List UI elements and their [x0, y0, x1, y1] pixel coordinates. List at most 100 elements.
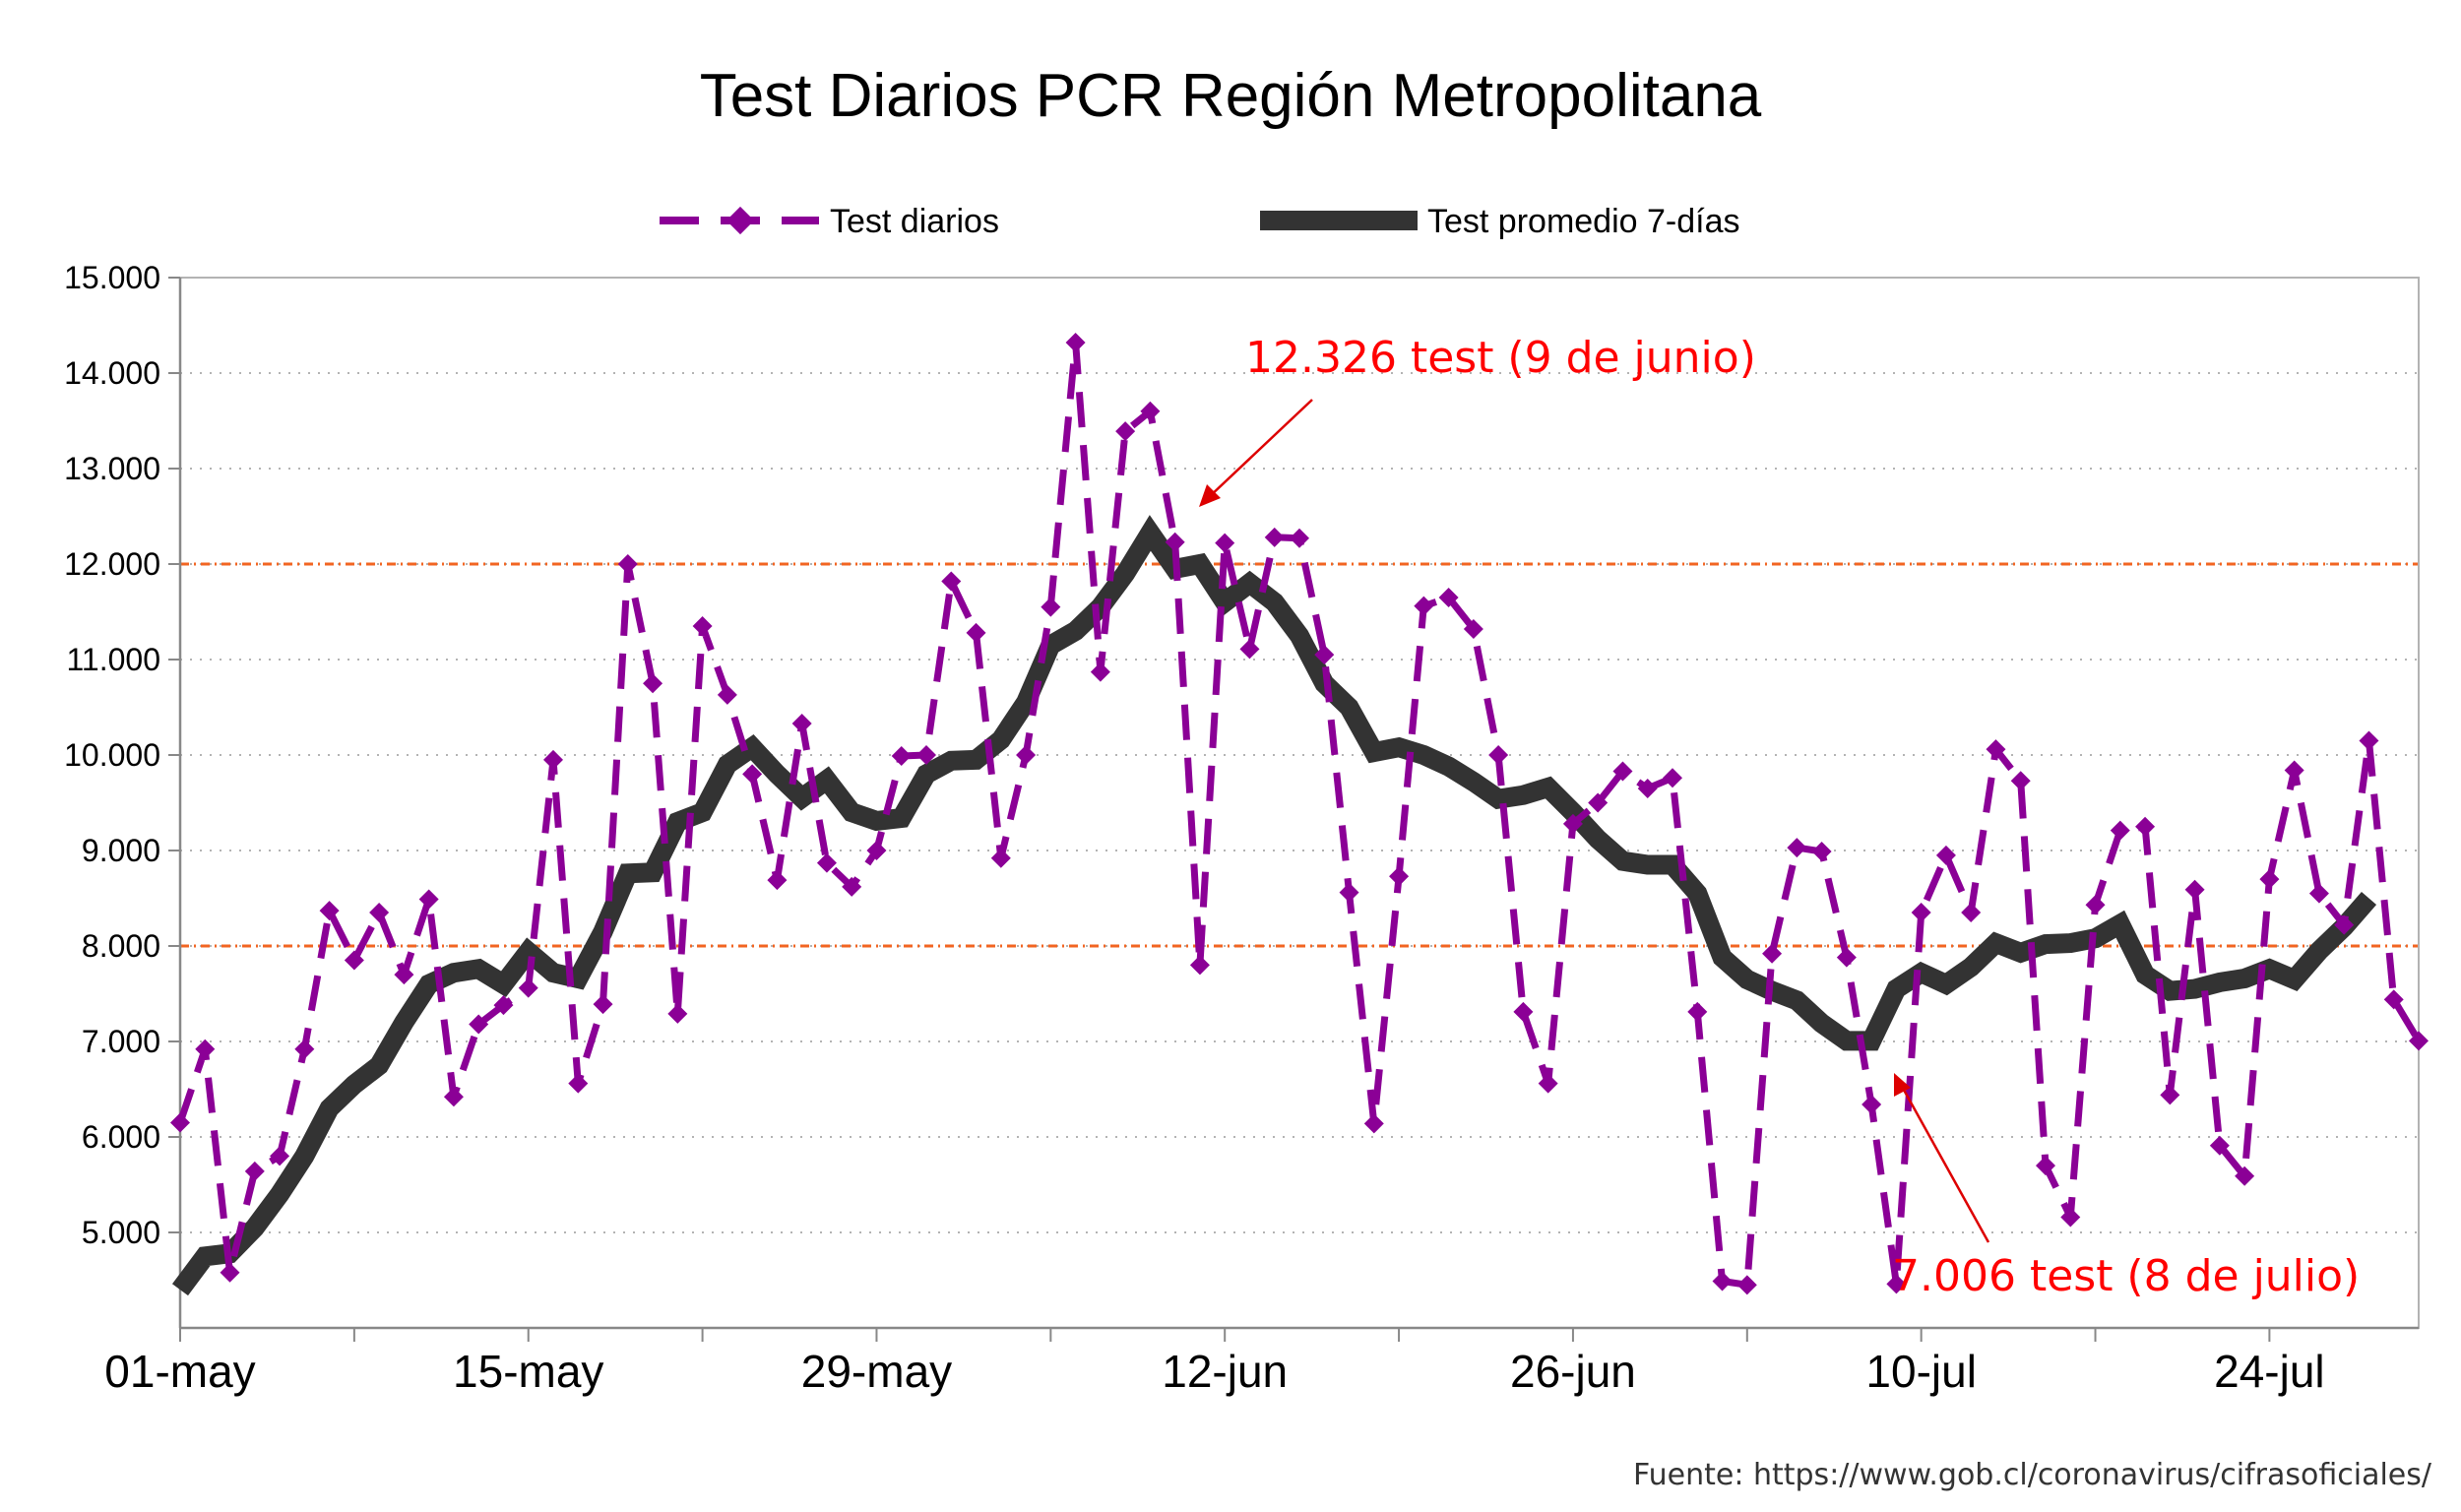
- series-0-point-50: [1414, 596, 1434, 616]
- annotation-min-arrowhead: [1894, 1073, 1911, 1097]
- series-0-point-70: [1911, 903, 1931, 923]
- series-0-point-38: [1115, 421, 1136, 442]
- series-0-point-8: [369, 903, 390, 923]
- series-0-point-3: [244, 1161, 265, 1181]
- annotation-max-arrowhead: [1199, 484, 1221, 507]
- series-0-point-39: [1140, 401, 1161, 421]
- series-0-point-75: [2036, 1156, 2055, 1176]
- ytick-label-7: 12.000: [64, 546, 160, 582]
- ytick-label-8: 13.000: [64, 451, 160, 486]
- series-0-point-44: [1264, 527, 1285, 547]
- series-0-point-42: [1215, 533, 1235, 553]
- series-0: [170, 332, 2429, 1295]
- annotation-max-arrow: [1207, 399, 1313, 499]
- series-0-point-35: [1041, 597, 1061, 617]
- series-0-point-28: [866, 841, 887, 860]
- series-0-point-16: [568, 1073, 589, 1094]
- series-0-point-63: [1736, 1275, 1757, 1295]
- series-0-point-82: [2209, 1135, 2230, 1156]
- ytick-label-1: 6.000: [82, 1119, 160, 1155]
- series-0-point-74: [2010, 771, 2031, 791]
- series-0-point-83: [2235, 1166, 2255, 1186]
- series-0-point-68: [1862, 1095, 1882, 1115]
- legend-label-test-promedio: Test promedio 7-días: [1427, 203, 1740, 240]
- series-0-point-32: [966, 622, 986, 643]
- annotation-max: 12.326 test (9 de junio): [1199, 333, 1756, 507]
- series-0-point-52: [1463, 618, 1483, 639]
- series-0-point-76: [2060, 1207, 2081, 1228]
- series-0-point-49: [1389, 866, 1410, 887]
- series-0-point-43: [1239, 639, 1260, 660]
- series-0-point-20: [667, 1003, 688, 1024]
- y-axis-ticks: 5.000 6.000 7.000 8.000 9.000 10.000 11.000 12.…: [64, 260, 180, 1250]
- series-0-point-88: [2359, 730, 2379, 751]
- xtick-label-4: 26-jun: [1510, 1346, 1636, 1397]
- series-0-point-25: [791, 713, 812, 733]
- series-0-point-23: [742, 764, 763, 785]
- x-axis-ticks: 01-may 15-may 29-may 12-jun 26-jun 10-jul 24-j…: [104, 1328, 2325, 1397]
- series-0-point-6: [319, 901, 340, 921]
- annotation-max-label: 12.326 test (9 de junio): [1245, 333, 1756, 383]
- chart-title: Test Diarios PCR Región Metropolitana: [700, 62, 1762, 130]
- series-0-point-45: [1290, 528, 1309, 548]
- ytick-label-3: 8.000: [82, 928, 160, 964]
- series-0-point-36: [1065, 332, 1086, 352]
- series-0-point-14: [518, 977, 538, 998]
- legend: Test diarios Test promedio 7-días: [660, 203, 1740, 240]
- series-0-point-89: [2383, 989, 2404, 1010]
- series-0-point-41: [1189, 955, 1210, 976]
- series-0-point-33: [990, 848, 1011, 868]
- series-0-point-54: [1513, 1001, 1534, 1022]
- series-0-point-34: [1016, 745, 1037, 765]
- series-0-point-55: [1538, 1073, 1558, 1094]
- series-0-point-64: [1762, 943, 1783, 964]
- series-0-point-10: [418, 889, 439, 910]
- series-layer: [170, 332, 2429, 1296]
- ytick-label-9: 14.000: [64, 355, 160, 391]
- xtick-label-3: 12-jun: [1162, 1346, 1288, 1397]
- ytick-label-6: 11.000: [67, 642, 161, 677]
- series-0-point-15: [543, 749, 563, 770]
- series-0-point-31: [941, 571, 962, 592]
- xtick-label-2: 29-may: [801, 1346, 952, 1397]
- series-0-point-66: [1811, 841, 1832, 861]
- series-0-point-13: [493, 995, 514, 1016]
- annotation-min-label: 7.006 test (8 de julio): [1892, 1251, 2360, 1301]
- series-0-point-84: [2259, 869, 2280, 890]
- series-0-point-80: [2160, 1085, 2180, 1105]
- series-0-point-11: [443, 1087, 464, 1107]
- series-0-point-21: [692, 616, 713, 637]
- series-0-point-9: [394, 965, 414, 985]
- series-0-point-17: [593, 994, 613, 1015]
- xtick-label-5: 10-jul: [1865, 1346, 1977, 1397]
- xtick-label-1: 15-may: [453, 1346, 603, 1397]
- series-0-point-78: [2110, 820, 2130, 841]
- series-0-point-2: [220, 1262, 240, 1283]
- ytick-label-10: 15.000: [64, 260, 160, 295]
- series-0-point-56: [1562, 813, 1583, 834]
- series-1: [171, 515, 2377, 1296]
- series-0-point-51: [1438, 587, 1459, 607]
- ytick-label-4: 9.000: [82, 833, 160, 868]
- series-0-point-69: [1886, 1274, 1907, 1294]
- legend-item-test-promedio: Test promedio 7-días: [1260, 203, 1740, 240]
- series-0-point-59: [1637, 778, 1658, 798]
- series-0-point-5: [294, 1039, 315, 1059]
- ytick-label-0: 5.000: [82, 1215, 160, 1250]
- series-0-point-62: [1712, 1271, 1733, 1292]
- series-0-point-67: [1836, 947, 1857, 968]
- legend-marker-test-diarios: [726, 206, 755, 235]
- series-0-point-22: [717, 684, 737, 705]
- series-0-point-60: [1663, 768, 1682, 788]
- series-0-point-72: [1961, 903, 1982, 923]
- series-0-point-24: [767, 870, 788, 891]
- series-0-point-18: [617, 554, 638, 574]
- xtick-label-0: 01-may: [104, 1346, 255, 1397]
- series-0-point-26: [816, 852, 837, 873]
- series-0-point-53: [1488, 745, 1509, 765]
- series-0-point-0: [170, 1112, 190, 1133]
- ytick-label-5: 10.000: [64, 737, 160, 773]
- series-0-point-71: [1935, 845, 1956, 865]
- series-0-point-1: [195, 1039, 216, 1059]
